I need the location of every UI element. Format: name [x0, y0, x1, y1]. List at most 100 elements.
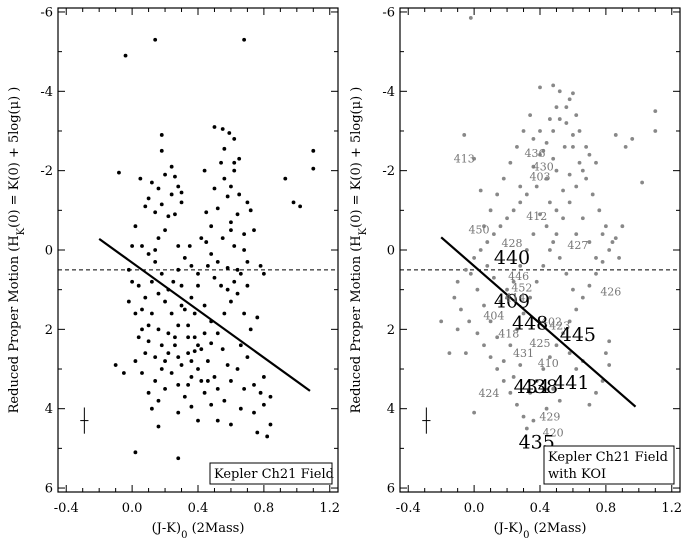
- data-point: [261, 402, 266, 407]
- koi-label: 431: [513, 347, 534, 360]
- koi-label: 445: [560, 324, 596, 346]
- data-point: [238, 343, 243, 348]
- data-point: [462, 133, 467, 137]
- data-point: [562, 144, 567, 149]
- data-point: [488, 355, 493, 360]
- data-point: [311, 148, 316, 153]
- data-point: [597, 208, 602, 213]
- data-point: [182, 256, 187, 260]
- data-point: [528, 390, 533, 395]
- data-point: [455, 279, 460, 284]
- data-point: [229, 299, 233, 304]
- data-point: [220, 127, 225, 131]
- data-point: [219, 283, 223, 288]
- data-point: [153, 260, 158, 264]
- koi-label: 414: [505, 292, 526, 305]
- data-point: [485, 263, 490, 268]
- data-point: [531, 164, 536, 169]
- data-point: [521, 129, 526, 133]
- data-point: [143, 295, 148, 300]
- data-point: [121, 371, 126, 375]
- data-point: [153, 355, 158, 360]
- data-point: [574, 113, 579, 118]
- koi-label: 426: [600, 286, 621, 299]
- data-point: [237, 192, 242, 197]
- data-point: [156, 424, 161, 429]
- data-point: [163, 359, 167, 363]
- data-point: [229, 184, 233, 189]
- data-point: [261, 375, 266, 379]
- data-point: [215, 331, 220, 336]
- data-point: [146, 390, 151, 395]
- data-point: [215, 260, 220, 264]
- data-point: [202, 331, 207, 336]
- data-point: [153, 210, 158, 215]
- koi-label: 403: [530, 171, 551, 184]
- data-point: [252, 382, 256, 387]
- koi-label: 404: [483, 309, 504, 322]
- data-point: [518, 363, 523, 367]
- data-point: [159, 271, 164, 276]
- legend-line-1: Kepler Ch21 Field: [214, 467, 334, 482]
- trend-line: [440, 236, 637, 408]
- data-point: [215, 418, 220, 423]
- data-point: [541, 148, 546, 153]
- koi-label: 434: [514, 376, 550, 398]
- data-point: [508, 160, 513, 165]
- x-tick-label: 0.4: [530, 501, 551, 516]
- data-point: [574, 184, 579, 189]
- data-point: [163, 299, 167, 304]
- data-point: [472, 410, 477, 415]
- data-point: [547, 248, 552, 252]
- data-point: [173, 174, 177, 179]
- koi-label: 450: [469, 223, 490, 236]
- data-point: [222, 176, 227, 181]
- data-point: [179, 190, 184, 195]
- data-point: [547, 200, 552, 205]
- data-point: [590, 192, 595, 197]
- data-point: [557, 256, 562, 260]
- x-tick-label: 1.2: [319, 501, 340, 516]
- data-point: [468, 271, 473, 276]
- data-point: [225, 265, 230, 270]
- data-point: [235, 267, 240, 272]
- data-point: [222, 398, 227, 403]
- data-point: [209, 402, 214, 407]
- data-point: [607, 363, 612, 367]
- data-point: [630, 137, 635, 141]
- data-point: [584, 176, 589, 181]
- data-point: [245, 260, 250, 264]
- data-point: [298, 204, 303, 209]
- data-point: [603, 224, 608, 229]
- koi-label: 402: [541, 315, 562, 328]
- scatter-points: [113, 37, 316, 461]
- data-point: [571, 144, 575, 149]
- left-panel: -0.4 0.0 0.4 0.8 1.2 -6 -4 -2 0 2 4 6 Kepler Ch21 F…: [7, 5, 340, 540]
- data-point: [212, 186, 217, 191]
- data-point: [534, 379, 539, 383]
- data-point: [202, 168, 207, 173]
- data-point: [501, 359, 506, 363]
- data-point: [518, 263, 523, 268]
- data-point: [192, 335, 197, 340]
- data-point: [133, 224, 138, 229]
- data-point: [176, 267, 181, 272]
- data-point: [567, 97, 572, 102]
- data-point: [455, 327, 460, 332]
- data-point: [567, 319, 572, 324]
- koi-label: 412: [526, 210, 547, 223]
- legend-frame: [209, 462, 333, 485]
- data-point: [238, 271, 243, 276]
- data-point: [468, 16, 473, 20]
- data-point: [580, 295, 585, 300]
- data-point: [186, 351, 191, 356]
- data-point: [538, 85, 542, 90]
- koi-label: 425: [530, 337, 551, 350]
- data-point: [189, 359, 194, 363]
- data-point: [258, 390, 263, 395]
- data-point: [485, 240, 490, 244]
- data-point: [179, 200, 184, 205]
- koi-label: 446: [508, 270, 529, 283]
- data-point: [544, 176, 549, 181]
